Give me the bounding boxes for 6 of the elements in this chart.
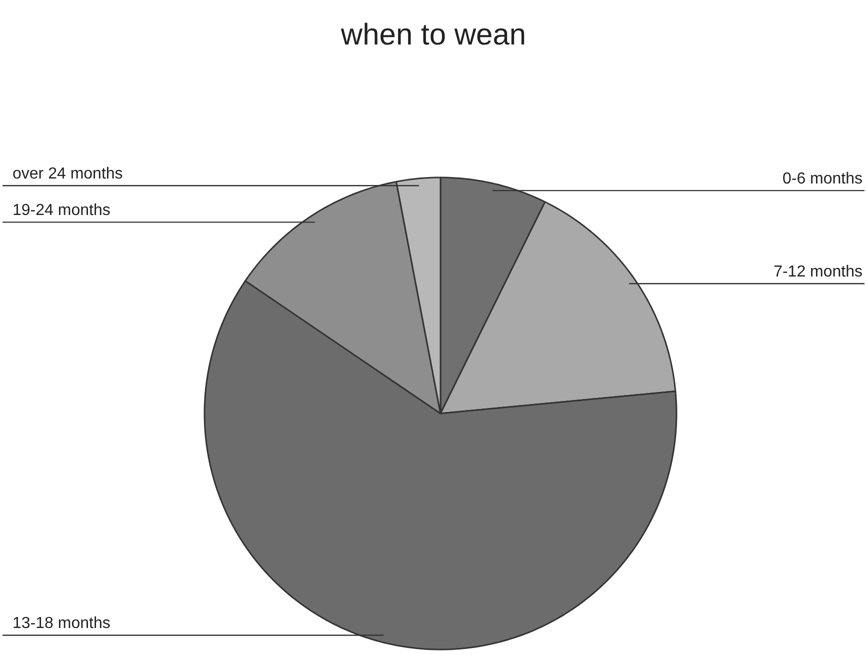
slice-label: 19-24 months	[12, 202, 110, 220]
slice-label: 7-12 months	[774, 264, 862, 281]
slice-label: over 24 months	[12, 166, 123, 183]
chart-title: when to wean	[340, 18, 526, 52]
slice-label: 0-6 months	[782, 170, 863, 188]
slice-label: 13-18 months	[12, 615, 110, 632]
